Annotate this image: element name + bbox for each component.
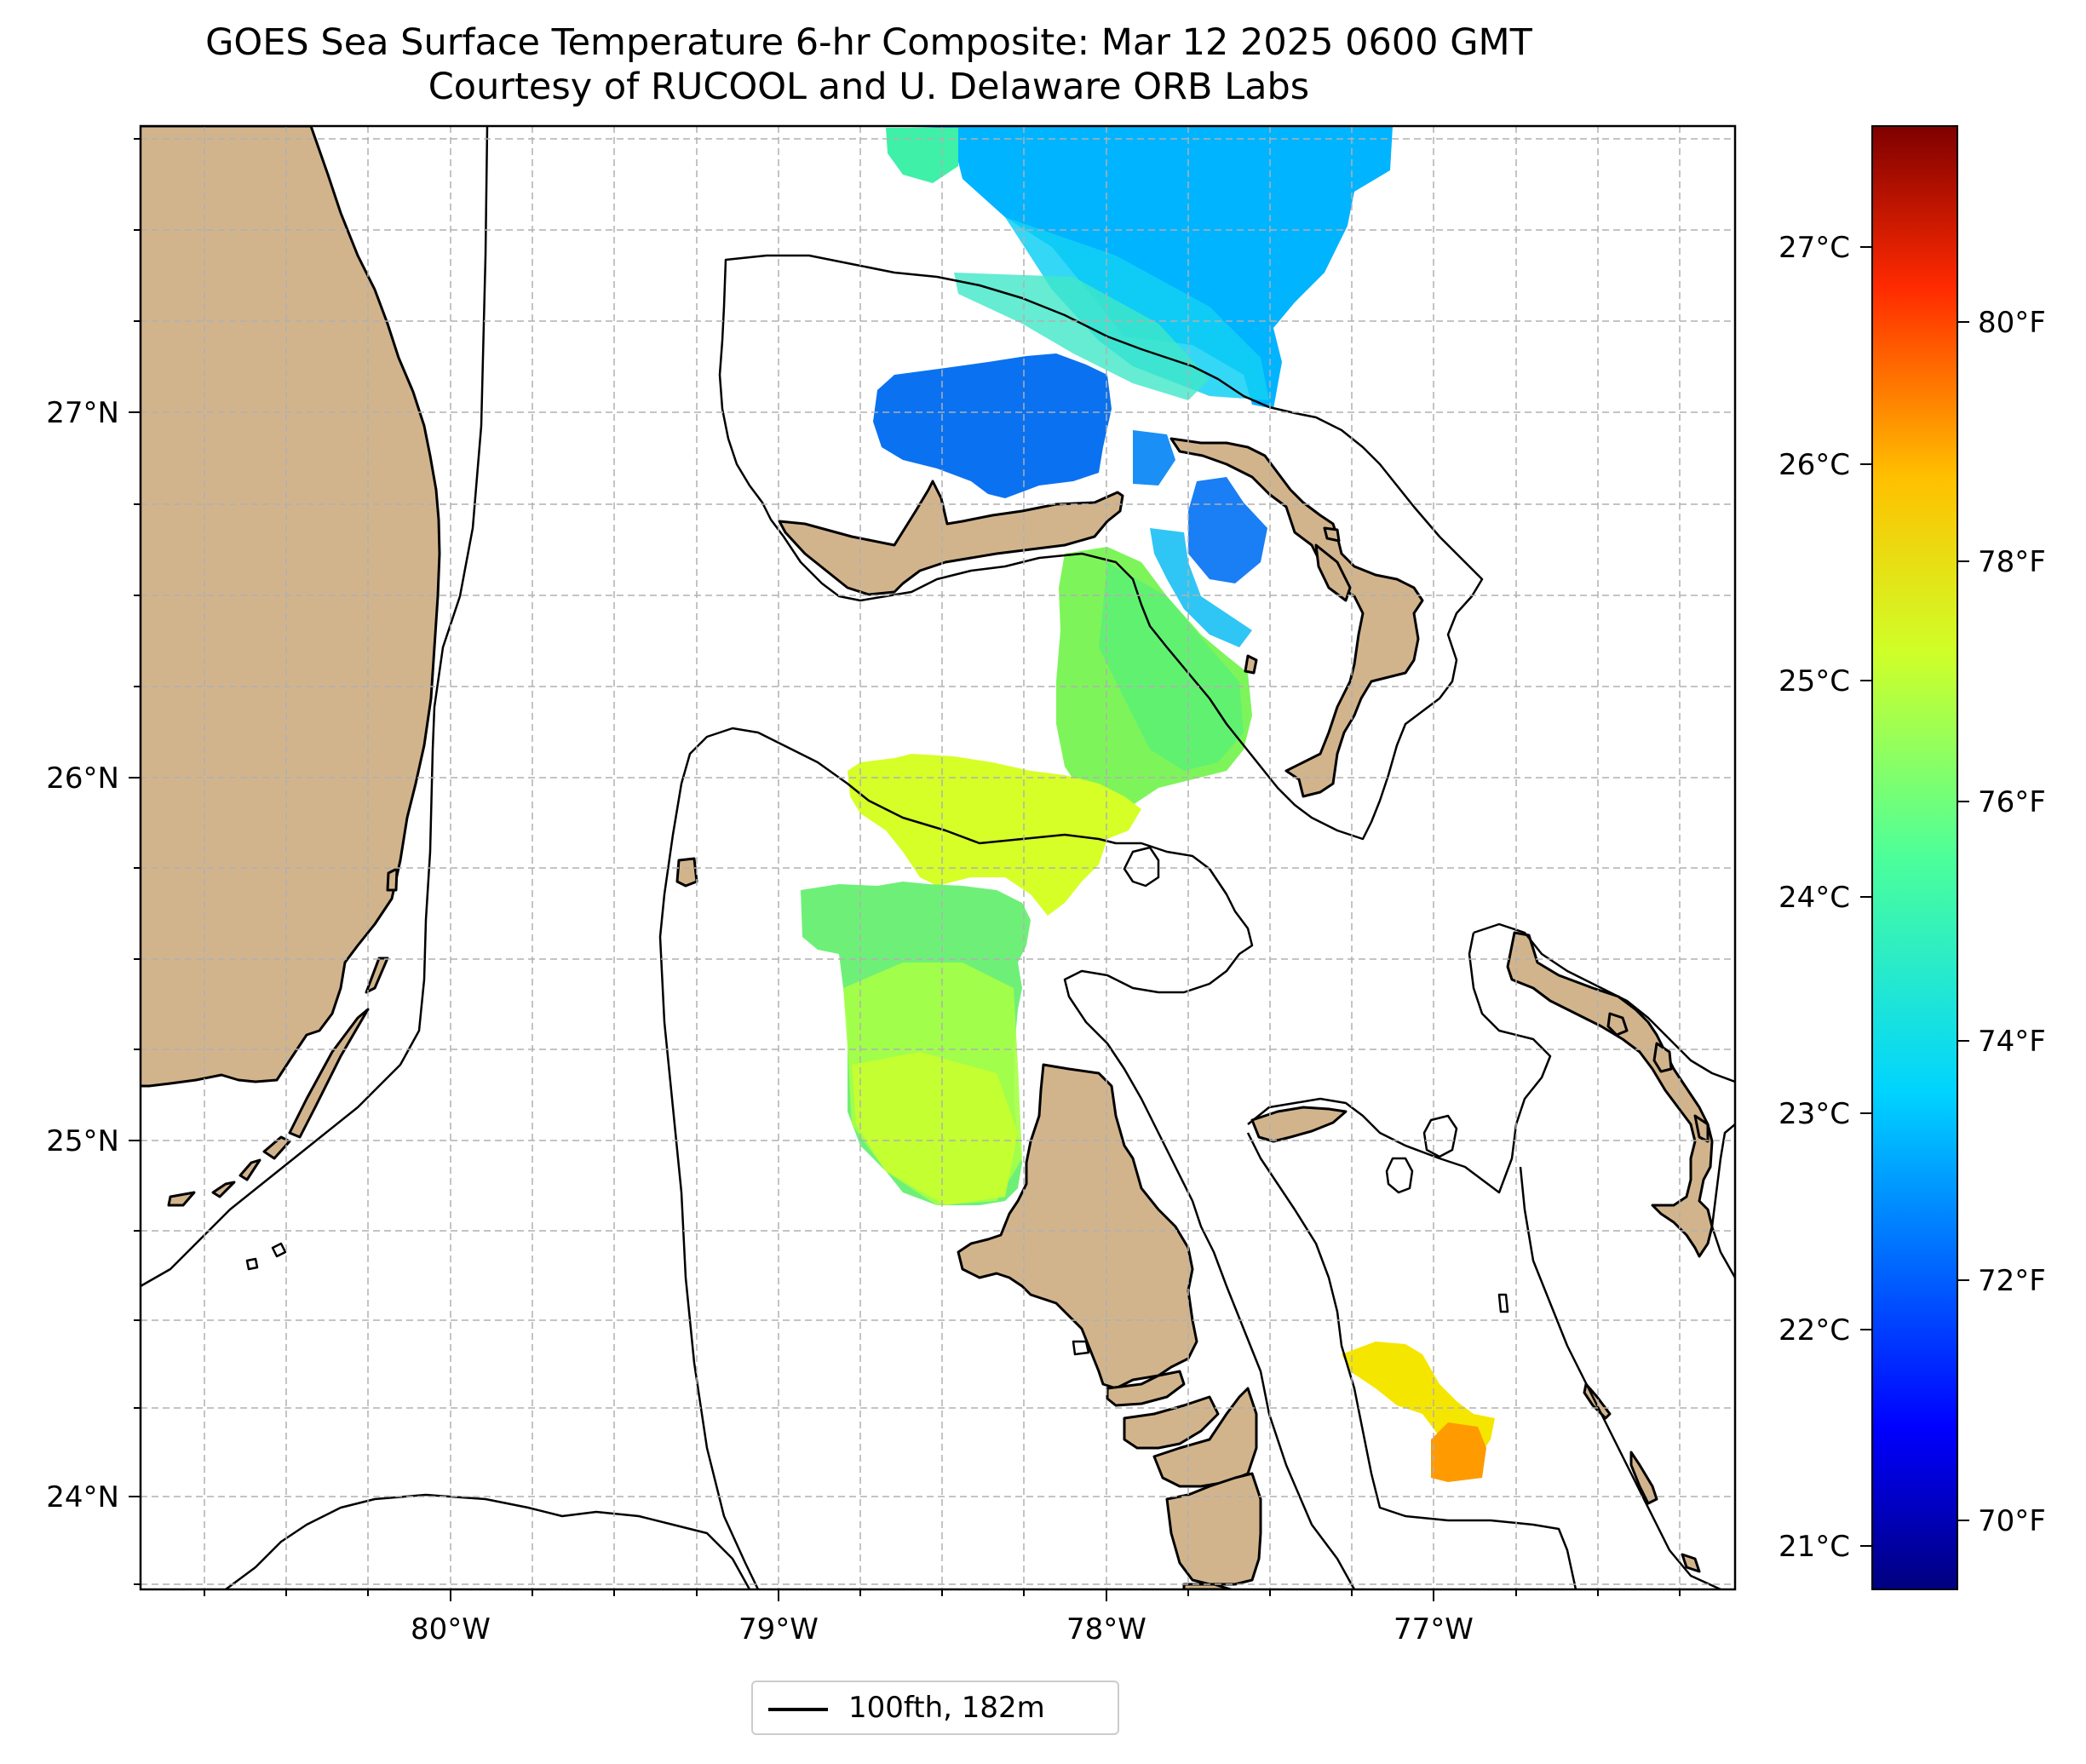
- colorbar-tick-25c: 25°C: [1779, 664, 1850, 698]
- land-andros: [957, 1063, 1198, 1390]
- land-new-providence: [1250, 1106, 1348, 1143]
- sst-patch-exuma-orange: [1431, 1422, 1486, 1482]
- y-tick-marks: [129, 138, 141, 1585]
- legend: 100fth, 182m: [751, 1681, 1119, 1735]
- map-area: 80°W 79°W 78°W 77°W 27°N 26°N 25°N 24°N: [46, 124, 1737, 1646]
- map-title: GOES Sea Surface Temperature 6-hr Compos…: [205, 21, 1532, 64]
- colorbar-tick-27c: 27°C: [1779, 231, 1850, 265]
- colorbar-tick-70f: 70°F: [1978, 1504, 2046, 1538]
- isobath-100fth: [141, 126, 1735, 1589]
- colorbar-tick-76f: 76°F: [1978, 785, 2046, 819]
- map-frame: [139, 124, 1737, 1591]
- colorbar-tick-78f: 78°F: [1978, 545, 2046, 579]
- sst-layer: [145, 126, 1495, 1482]
- legend-line-swatch: [768, 1708, 828, 1711]
- sst-patch-lbb-blue: [873, 353, 1112, 498]
- colorbar-tick-23c: 23°C: [1779, 1097, 1850, 1131]
- sst-patch-nwp-yellow: [848, 754, 1141, 916]
- x-tick-label-80w: 80°W: [411, 1612, 491, 1646]
- colorbar-tick-26c: 26°C: [1779, 448, 1850, 482]
- x-tick-label-79w: 79°W: [738, 1612, 819, 1646]
- colorbar-tick-21c: 21°C: [1779, 1530, 1850, 1564]
- colorbar-tick-80f: 80°F: [1978, 306, 2046, 340]
- y-tick-label-26n: 26°N: [46, 761, 119, 796]
- colorbar-tick-74f: 74°F: [1978, 1025, 2046, 1059]
- colorbar-gradient: [1871, 125, 1958, 1590]
- y-tick-label-25n: 25°N: [46, 1124, 119, 1158]
- land-layer: [141, 126, 1714, 1589]
- map-subtitle: Courtesy of RUCOOL and U. Delaware ORB L…: [428, 66, 1310, 108]
- land-florida: [141, 126, 441, 1088]
- y-tick-label-24n: 24°N: [46, 1480, 119, 1514]
- x-tick-marks: [204, 1589, 1681, 1601]
- land-eleuthera: [1506, 931, 1714, 1258]
- y-tick-label-27n: 27°N: [46, 396, 119, 430]
- legend-label: 100fth, 182m: [848, 1691, 1045, 1725]
- colorbar-tick-72f: 72°F: [1978, 1264, 2046, 1298]
- colorbar: 27°C 26°C 25°C 24°C 23°C 22°C 21°C 80°F …: [1779, 125, 2046, 1590]
- colorbar-tick-24c: 24°C: [1779, 881, 1850, 915]
- land-grand-bahama: [778, 480, 1124, 596]
- colorbar-tick-22c: 22°C: [1779, 1313, 1850, 1347]
- x-tick-label-78w: 78°W: [1066, 1612, 1146, 1646]
- gridlines: [141, 126, 1735, 1589]
- x-tick-label-77w: 77°W: [1394, 1612, 1474, 1646]
